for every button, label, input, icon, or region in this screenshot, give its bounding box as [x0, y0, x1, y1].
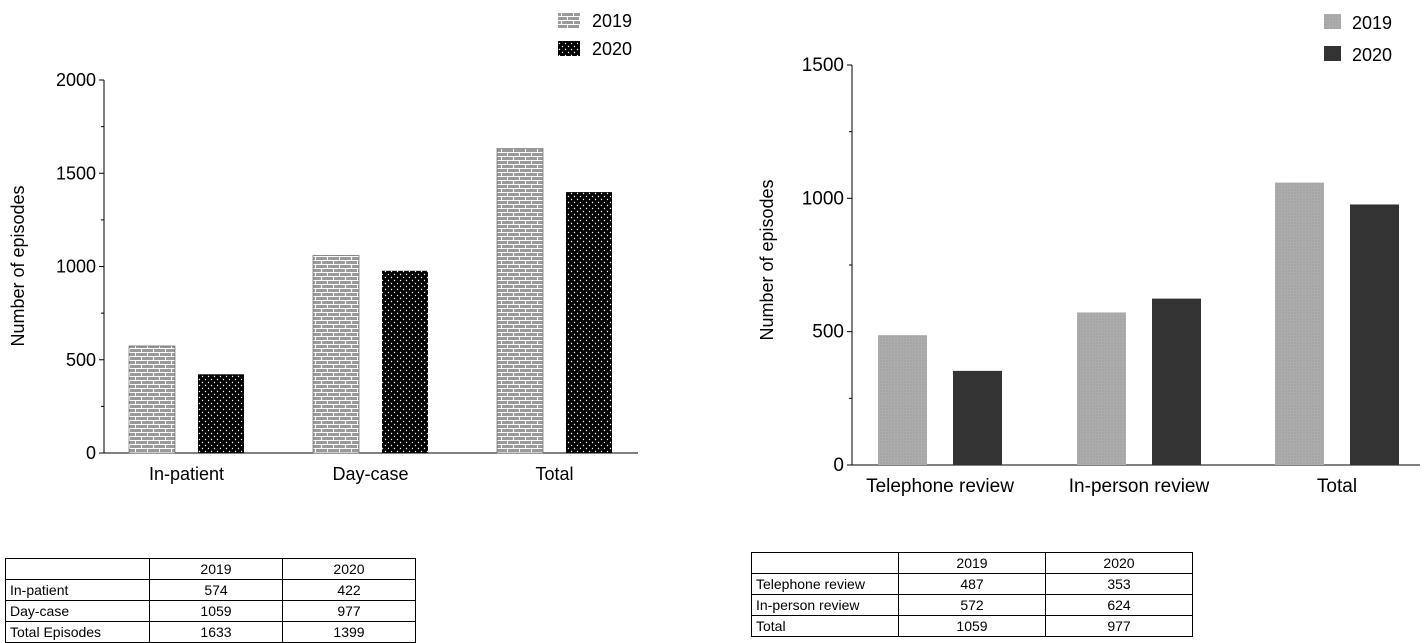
- left-legend-label-2020: 2020: [592, 39, 632, 59]
- table-cell: 422: [282, 579, 416, 601]
- y-tick-label: 1000: [802, 188, 844, 209]
- y-tick-label: 0: [833, 455, 844, 476]
- right-axes: [851, 65, 1420, 466]
- right-data-table: 2019 2020 Telephone review 487 353 In-pe…: [751, 552, 1193, 637]
- table-cell: 1059: [149, 600, 283, 622]
- x-tick-label: Total: [535, 464, 573, 484]
- right-legend-swatch-2019: [1324, 14, 1341, 29]
- left-y-axis-label: Number of episodes: [8, 185, 28, 346]
- table-cell: 1633: [149, 621, 283, 643]
- bar-2020-telephone-review: [953, 370, 1002, 465]
- left-legend: 2019 2020: [558, 11, 632, 59]
- table-row-label: Day-case: [5, 600, 150, 622]
- right-y-ticks: 0 500 1000 1500: [802, 55, 852, 476]
- x-tick-label: Telephone review: [866, 476, 1014, 497]
- table-header-cell: [5, 558, 150, 580]
- table-cell: 487: [898, 573, 1046, 595]
- bar-2020-in-person-review: [1152, 298, 1201, 465]
- bar-2019-telephone-review: [878, 335, 927, 465]
- table-header-row: 2019 2020: [5, 558, 416, 580]
- table-row: Telephone review 487 353: [751, 573, 1193, 595]
- table-header-cell: [751, 552, 899, 574]
- right-legend-label-2019: 2019: [1352, 13, 1392, 33]
- x-tick-label: Day-case: [332, 464, 408, 484]
- bar-2019-total: [1275, 182, 1324, 465]
- table-cell: 1059: [898, 615, 1046, 637]
- table-cell: 624: [1045, 594, 1193, 616]
- right-bar-chart: 0 500 1000 1500 Telephone review In-person r…: [757, 13, 1420, 497]
- bar-2019-total: [496, 148, 544, 454]
- left-data-table: 2019 2020 In-patient 574 422 Day-case 10…: [5, 558, 416, 643]
- bar-2019-in-person-review: [1077, 312, 1126, 465]
- table-cell: 977: [1045, 615, 1193, 637]
- x-tick-label: In-person review: [1069, 476, 1210, 497]
- y-tick-label: 500: [812, 322, 844, 343]
- table-cell: 977: [282, 600, 416, 622]
- y-tick-label: 0: [86, 443, 96, 463]
- y-tick-label: 500: [66, 350, 96, 370]
- left-axes: [103, 80, 638, 454]
- table-header-cell: 2019: [898, 552, 1046, 574]
- x-tick-label: In-patient: [149, 464, 224, 484]
- table-row-label: In-patient: [5, 579, 150, 601]
- table-row: Total Episodes 1633 1399: [5, 621, 416, 643]
- table-header-cell: 2020: [1045, 552, 1193, 574]
- y-tick-label: 2000: [56, 70, 96, 90]
- right-x-tick-labels: Telephone review In-person review Total: [866, 476, 1357, 497]
- table-header-cell: 2020: [282, 558, 416, 580]
- left-y-ticks: 0 500 1000 1500 2000: [56, 70, 104, 463]
- right-y-axis-label: Number of episodes: [757, 179, 777, 340]
- table-cell: 1399: [282, 621, 416, 643]
- table-row-label: Total Episodes: [5, 621, 150, 643]
- left-bars: [128, 148, 612, 454]
- table-header-row: 2019 2020: [751, 552, 1193, 574]
- bar-2020-in-patient: [198, 374, 244, 453]
- bar-2020-total: [566, 192, 612, 454]
- left-x-tick-labels: In-patient Day-case Total: [149, 464, 574, 484]
- table-cell: 574: [149, 579, 283, 601]
- bar-2020-day-case: [382, 270, 428, 453]
- x-tick-label: Total: [1317, 476, 1357, 497]
- table-row-label: Total: [751, 615, 899, 637]
- bar-2020-total: [1350, 204, 1399, 465]
- table-row: Total 1059 977: [751, 615, 1193, 637]
- left-legend-swatch-2020: [558, 41, 580, 56]
- left-legend-swatch-2019: [558, 13, 580, 28]
- y-tick-label: 1500: [802, 55, 844, 76]
- table-row: In-person review 572 624: [751, 594, 1193, 616]
- y-tick-label: 1500: [56, 163, 96, 183]
- y-tick-label: 1000: [56, 257, 96, 277]
- right-legend-label-2020: 2020: [1352, 45, 1392, 65]
- bar-2019-day-case: [312, 255, 360, 454]
- right-bars: [878, 182, 1399, 465]
- table-row: Day-case 1059 977: [5, 600, 416, 622]
- left-bar-chart: 0 500 1000 1500 2000 In-patient Day-case Total…: [8, 11, 638, 484]
- table-header-cell: 2019: [149, 558, 283, 580]
- table-cell: 353: [1045, 573, 1193, 595]
- table-row: In-patient 574 422: [5, 579, 416, 601]
- left-legend-label-2019: 2019: [592, 11, 632, 31]
- right-legend: 2019 2020: [1324, 13, 1392, 65]
- bar-2019-in-patient: [128, 345, 176, 454]
- table-row-label: In-person review: [751, 594, 899, 616]
- right-legend-swatch-2020: [1324, 46, 1341, 61]
- table-cell: 572: [898, 594, 1046, 616]
- table-row-label: Telephone review: [751, 573, 899, 595]
